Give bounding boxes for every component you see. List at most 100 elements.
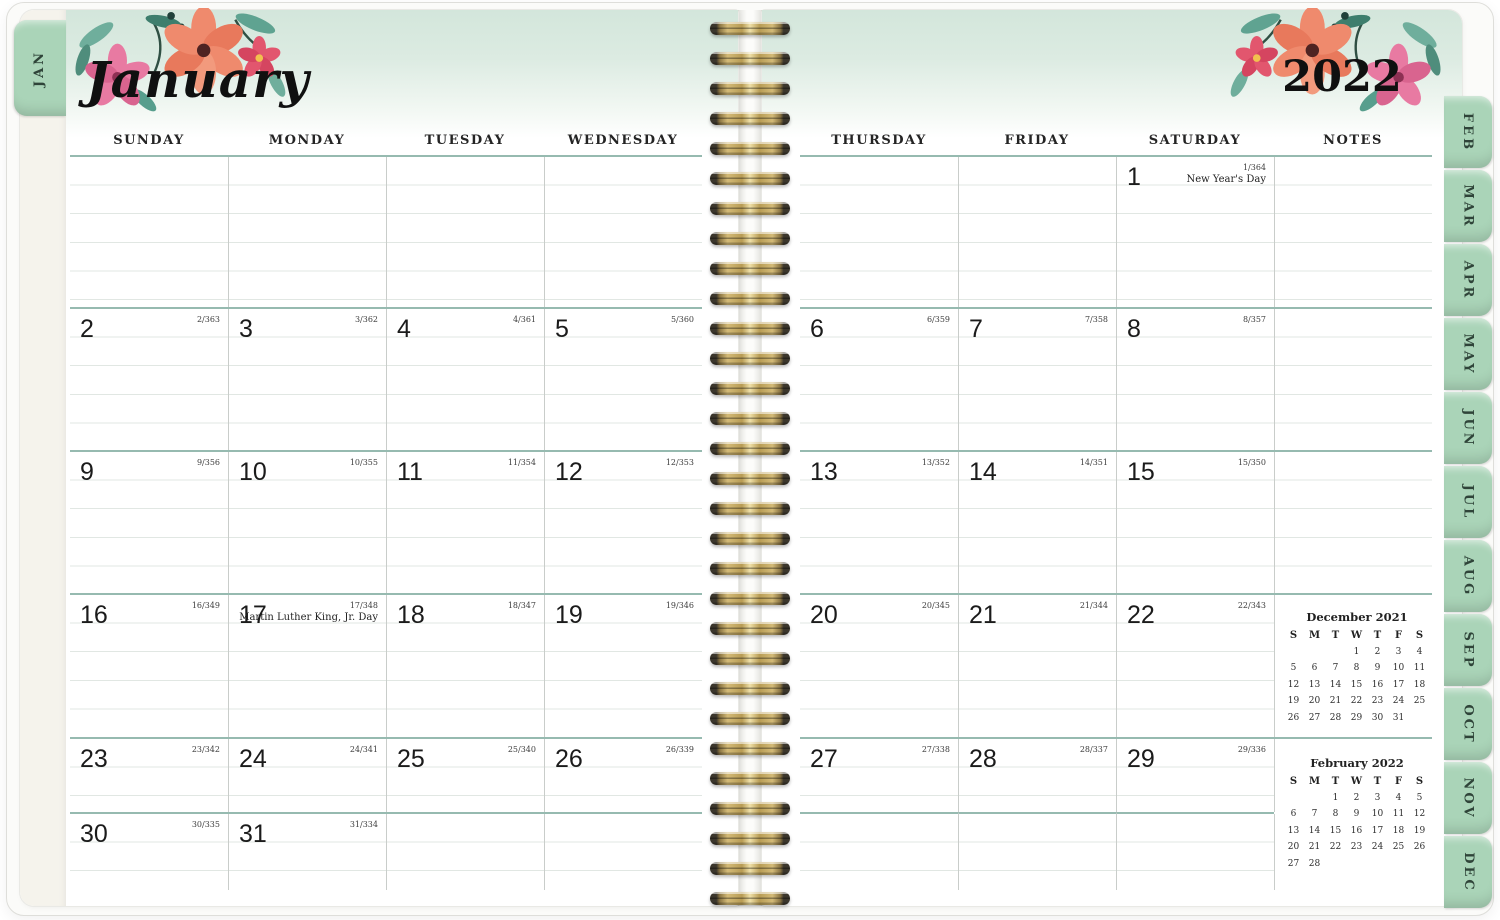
day-cell-1: 1 1/364 New Year's Day [1116, 157, 1274, 307]
day-number: 29 [1127, 745, 1155, 773]
spiral-loop [710, 712, 790, 725]
mini-day-letter: S [1415, 630, 1424, 641]
day-code: 19/346 [665, 601, 694, 610]
day-number: 5 [555, 315, 569, 343]
tab-label: APR [1460, 260, 1476, 300]
mini-date: 17 [1371, 825, 1384, 836]
mini-date: 25 [1413, 696, 1426, 706]
day-code: 6/359 [926, 315, 950, 324]
notes-cell [1274, 157, 1432, 307]
spiral-loop [710, 262, 790, 275]
mini-date: 19 [1413, 825, 1426, 836]
mini-date [1325, 647, 1346, 664]
day-code: 30/335 [191, 820, 220, 829]
spiral-loop [710, 682, 790, 695]
day-number: 23 [80, 745, 108, 773]
day-cell-23: 23 23/342 [70, 739, 228, 812]
mini-date: 27 [1308, 712, 1321, 723]
day-cell-2: 2 2/363 [70, 309, 228, 450]
mini-date: 2 [1374, 646, 1381, 657]
day-cell-16: 16 16/349 [70, 595, 228, 737]
day-code: 12/353 [665, 458, 694, 467]
week-row: 16 16/349 17 17/348 Martin Luther King, Jr. … [70, 593, 702, 737]
tab-label: MAR [1460, 183, 1476, 229]
mini-date: 15 [1350, 679, 1363, 690]
spiral-loop [710, 352, 790, 365]
mini-week-row: 1 2 3 4 5 [1283, 793, 1431, 810]
mini-date: 2 [1353, 792, 1360, 803]
day-cell-21: 21 21/344 [958, 595, 1116, 737]
spiral-loop [710, 112, 790, 125]
spiral-loop [710, 502, 790, 515]
mini-date: 18 [1413, 679, 1426, 690]
day-header-notes: NOTES [1323, 133, 1383, 148]
mini-day-letter: S [1289, 776, 1298, 787]
day-code: 28/337 [1079, 745, 1108, 754]
spiral-loop [710, 322, 790, 335]
day-code: 14/351 [1079, 458, 1108, 467]
day-number: 4 [397, 315, 411, 343]
tab-label: MAY [1460, 332, 1476, 376]
mini-date [1367, 859, 1388, 876]
mini-date: 1 [1353, 646, 1360, 657]
spiral-loop [710, 622, 790, 635]
tab-label: SEP [1460, 630, 1476, 670]
mini-week-row: 12 13 14 15 16 17 18 [1283, 680, 1431, 697]
empty-day-cell [228, 157, 386, 307]
day-code: 2/363 [196, 315, 220, 324]
day-code: 17/348 [349, 601, 378, 610]
day-code: 10/355 [349, 458, 378, 467]
tab-jul: JUL [1444, 466, 1492, 538]
mini-date: 9 [1374, 663, 1381, 673]
mini-date: 24 [1392, 696, 1405, 706]
mini-date [1346, 859, 1367, 876]
mini-calendar-december-2021: December 2021 S M T W T F S 1 2 3 4 5 6 7 8 9 10 11 12 13 14… [1283, 610, 1431, 729]
mini-date: 7 [1332, 663, 1339, 673]
day-code: 16/349 [191, 601, 220, 610]
day-cell-8: 8 8/357 [1116, 309, 1274, 450]
mini-date: 7 [1311, 809, 1318, 819]
day-code: 8/357 [1242, 315, 1266, 324]
day-cell-31: 31 31/334 [228, 814, 386, 890]
week-row: 9 9/356 10 10/355 11 11/354 12 12/353 [70, 450, 702, 593]
day-code: 29/336 [1237, 745, 1266, 754]
day-number: 22 [1127, 601, 1155, 629]
spiral-loop [710, 892, 790, 905]
mini-date: 6 [1311, 663, 1318, 673]
day-number: 17 [239, 601, 267, 629]
mini-date: 25 [1392, 842, 1405, 852]
day-cell-12: 12 12/353 [544, 452, 702, 593]
mini-date: 13 [1308, 679, 1321, 690]
page-gutter [738, 10, 762, 906]
mini-date [1283, 647, 1304, 664]
mini-day-letter: T [1373, 630, 1382, 641]
spiral-loop [710, 862, 790, 875]
spiral-loop [710, 772, 790, 785]
tab-feb: FEB [1444, 96, 1492, 168]
mini-week-row: 13 14 15 16 17 18 19 [1283, 826, 1431, 843]
empty-day-cell [800, 812, 958, 890]
day-code: 4/361 [512, 315, 536, 324]
spiral-loop [710, 22, 790, 35]
week-row: 23 23/342 24 24/341 25 25/340 26 26/339 [70, 737, 702, 812]
mini-day-letter: T [1331, 630, 1340, 641]
day-cell-22: 22 22/343 [1116, 595, 1274, 737]
day-header-wednesday: WEDNESDAY [567, 133, 679, 148]
week-row [800, 812, 1432, 890]
mini-date: 5 [1416, 792, 1423, 803]
mini-date: 28 [1329, 712, 1342, 723]
mini-date: 6 [1290, 809, 1297, 819]
spiral-loop [710, 532, 790, 545]
spiral-loop [710, 232, 790, 245]
day-cell-24: 24 24/341 [228, 739, 386, 812]
day-code: 25/340 [507, 745, 536, 754]
day-number: 27 [810, 745, 838, 773]
tab-label: FEB [1460, 112, 1476, 152]
day-number: 12 [555, 458, 583, 486]
mini-date [1325, 859, 1346, 876]
empty-day-cell [958, 812, 1116, 890]
tab-apr: APR [1444, 244, 1492, 316]
empty-day-cell [386, 814, 544, 890]
mini-date [1409, 859, 1430, 876]
day-code: 24/341 [349, 745, 378, 754]
